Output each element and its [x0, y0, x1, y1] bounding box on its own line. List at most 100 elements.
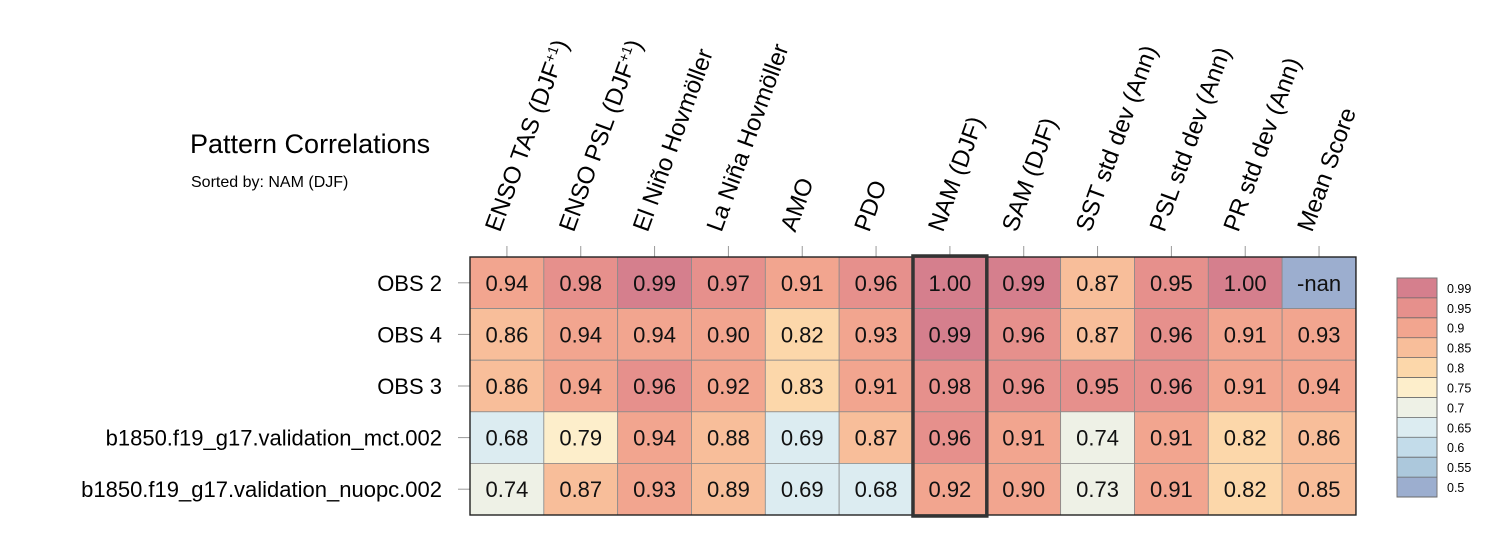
- heatmap-cell: [543, 359, 619, 413]
- heatmap-cell: [764, 411, 840, 464]
- colorbar-swatch: [1397, 317, 1437, 338]
- heatmap-cell: [912, 308, 988, 361]
- heatmap-cell: [838, 256, 914, 309]
- cell-value: 0.98: [928, 374, 971, 399]
- colorbar-swatch: [1397, 417, 1437, 438]
- cell-value: 0.69: [781, 477, 824, 502]
- cell-value: 0.98: [559, 271, 602, 296]
- cell-value: 0.82: [1224, 477, 1267, 502]
- cell-value: 0.96: [1002, 322, 1045, 347]
- cell-value: 0.95: [1076, 374, 1119, 399]
- column-labels: ENSO TAS (DJF+1)ENSO PSL (DJF+1)El Niño …: [480, 36, 1362, 257]
- column-label: SAM (DJF): [997, 114, 1063, 235]
- column-label: PR std dev (Ann): [1218, 54, 1306, 235]
- heatmap-cell: [838, 462, 914, 516]
- cell-value: 0.86: [486, 374, 529, 399]
- cell-value: 0.88: [707, 426, 750, 451]
- heatmap-cell: [1060, 308, 1135, 361]
- cell-value: 0.85: [1298, 477, 1341, 502]
- cell-value: -nan: [1297, 271, 1341, 296]
- heatmap-cell: [1134, 359, 1209, 413]
- cell-value: 0.94: [486, 271, 529, 296]
- cell-value: 0.83: [781, 374, 824, 399]
- heatmap-cell: [1207, 462, 1283, 516]
- heatmap-cell: [543, 462, 619, 516]
- heatmap-cell: [1281, 411, 1357, 464]
- colorbar-swatch: [1397, 357, 1437, 378]
- heatmap-cell: [912, 462, 988, 516]
- cell-value: 0.94: [633, 322, 676, 347]
- colorbar-label: 0.85: [1447, 342, 1471, 356]
- cell-value: 0.92: [928, 477, 971, 502]
- cell-value: 0.96: [1150, 322, 1193, 347]
- heatmap-cell: [912, 359, 988, 413]
- colorbar-swatch: [1397, 477, 1437, 497]
- chart-subtitle: Sorted by: NAM (DJF): [191, 174, 348, 191]
- cell-value: 0.79: [559, 426, 602, 451]
- colorbar-legend: 0.99 0.95 0.9 0.85 0.8 0.75 0.7 0.65 0.6 0.55 0.5: [1396, 277, 1471, 498]
- cell-value: 0.93: [1298, 322, 1341, 347]
- heatmap-cell: [1134, 308, 1209, 361]
- column-label: ENSO TAS (DJF+1): [480, 36, 574, 235]
- cell-value: 1.00: [928, 271, 971, 296]
- colorbar-swatch: [1397, 397, 1437, 418]
- cell-value: 1.00: [1224, 271, 1267, 296]
- cell-value: 0.87: [855, 426, 898, 451]
- cell-value: 0.87: [559, 477, 602, 502]
- cell-value: 0.99: [633, 271, 676, 296]
- cell-value: 0.91: [1224, 374, 1267, 399]
- cell-value: 0.91: [1002, 426, 1045, 451]
- heatmap-cell: [1134, 462, 1209, 516]
- cell-value: 0.96: [1002, 374, 1045, 399]
- colorbar-label: 0.95: [1447, 302, 1471, 316]
- cell-value: 0.82: [781, 322, 824, 347]
- row-label: OBS 3: [377, 374, 442, 399]
- column-label: SST std dev (Ann): [1071, 42, 1163, 235]
- column-label: ENSO PSL (DJF+1): [554, 36, 648, 235]
- cell-value: 0.87: [1076, 271, 1119, 296]
- colorbar-label: 0.8: [1447, 362, 1464, 376]
- cell-value: 0.90: [707, 322, 750, 347]
- colorbar-swatch: [1397, 377, 1437, 398]
- cell-value: 0.91: [1150, 477, 1193, 502]
- cell-value: 0.74: [486, 477, 529, 502]
- colorbar-label: 0.65: [1447, 421, 1471, 435]
- column-label: PDO: [849, 177, 892, 235]
- cell-value: 0.96: [928, 426, 971, 451]
- cell-value: 0.96: [1150, 374, 1193, 399]
- cell-value: 0.99: [1002, 271, 1045, 296]
- heatmap-cell: [469, 359, 545, 413]
- highlighted-column-frame: [911, 254, 989, 518]
- heatmap-cell: [986, 308, 1062, 361]
- cell-value: 0.94: [559, 374, 602, 399]
- colorbar-swatch: [1397, 278, 1437, 298]
- cell-value: 0.82: [1224, 426, 1267, 451]
- cell-value: 0.95: [1150, 271, 1193, 296]
- heatmap-cell: [764, 308, 840, 361]
- cell-value: 0.86: [1298, 426, 1341, 451]
- row-labels: OBS 2 OBS 4 OBS 3 b1850.f19_g17.validation_…: [81, 271, 470, 502]
- colorbar-swatch: [1397, 297, 1437, 318]
- heatmap-cell: [543, 411, 619, 464]
- column-label: La Niña Hovmöller: [702, 40, 795, 235]
- cell-value: 0.73: [1076, 477, 1119, 502]
- column-label: PSL std dev (Ann): [1145, 44, 1237, 235]
- row-label: b1850.f19_g17.validation_nuopc.002: [81, 477, 442, 502]
- cell-value: 0.93: [855, 322, 898, 347]
- heatmap-cell: [986, 359, 1062, 413]
- heatmap-cell: [543, 256, 619, 309]
- cell-value: 0.91: [781, 271, 824, 296]
- cell-value: 0.86: [486, 322, 529, 347]
- row-label: OBS 2: [377, 271, 442, 296]
- cell-value: 0.96: [855, 271, 898, 296]
- colorbar-label: 0.6: [1447, 441, 1464, 455]
- cell-value: 0.87: [1076, 322, 1119, 347]
- colorbar-swatch: [1397, 337, 1437, 358]
- cell-value: 0.91: [855, 374, 898, 399]
- heatmap-cell: [617, 308, 692, 361]
- heatmap-cell: [617, 462, 692, 516]
- cell-value: 0.92: [707, 374, 750, 399]
- cell-value: 0.94: [1298, 374, 1341, 399]
- colorbar-swatch: [1397, 437, 1437, 458]
